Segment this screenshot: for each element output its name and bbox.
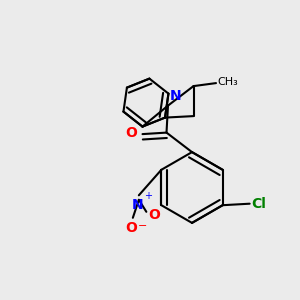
Text: +: + (144, 191, 152, 201)
Text: O: O (149, 208, 161, 222)
Text: N: N (131, 198, 143, 212)
Text: O: O (125, 221, 137, 236)
Text: CH₃: CH₃ (218, 77, 238, 87)
Text: −: − (138, 221, 148, 231)
Text: Cl: Cl (251, 197, 266, 211)
Text: N: N (170, 89, 182, 103)
Text: O: O (125, 126, 137, 140)
